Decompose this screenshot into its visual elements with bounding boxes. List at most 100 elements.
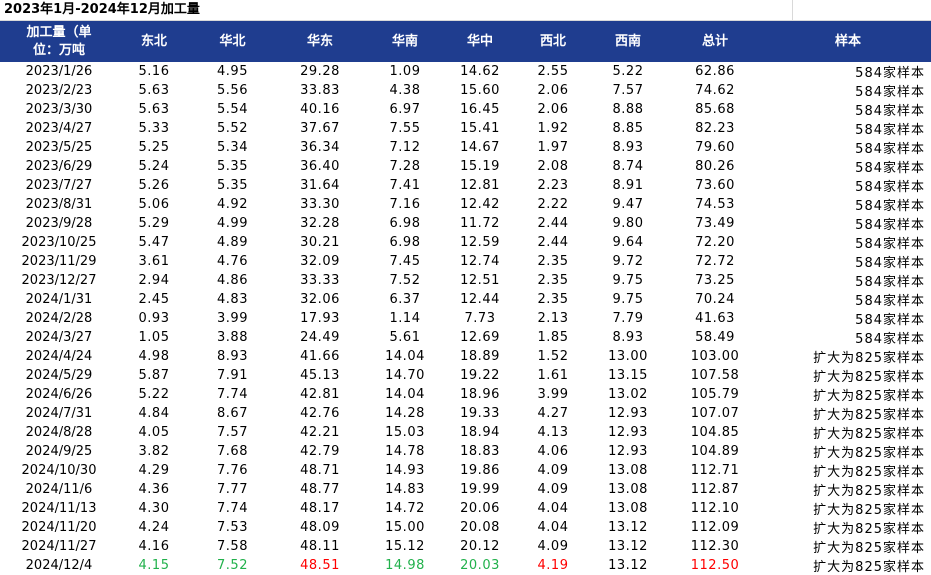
value-cell[interactable]: 4.92 (217, 197, 248, 212)
value-cell[interactable]: 85.68 (695, 102, 735, 117)
value-cell[interactable]: 32.06 (300, 292, 340, 307)
value-cell[interactable]: 14.28 (385, 406, 425, 421)
date-cell[interactable]: 2024/9/25 (25, 444, 93, 459)
value-cell[interactable]: 20.08 (460, 520, 500, 535)
value-cell[interactable]: 4.84 (138, 406, 170, 421)
value-cell[interactable]: 2.44 (537, 235, 569, 250)
value-cell[interactable]: 5.16 (138, 64, 170, 79)
value-cell[interactable]: 4.29 (138, 463, 170, 478)
value-cell[interactable]: 0.93 (138, 311, 170, 326)
value-cell[interactable]: 2.55 (537, 64, 569, 79)
value-cell[interactable]: 7.28 (389, 159, 421, 174)
value-cell[interactable]: 4.36 (138, 482, 170, 497)
date-cell[interactable]: 2024/11/20 (21, 520, 97, 535)
value-cell[interactable]: 5.63 (138, 102, 170, 117)
header-north[interactable]: 华北 (190, 21, 275, 62)
value-cell[interactable]: 5.33 (138, 121, 170, 136)
value-cell[interactable]: 6.98 (389, 235, 421, 250)
value-cell[interactable]: 2.22 (537, 197, 569, 212)
value-cell[interactable]: 112.10 (690, 501, 740, 516)
sample-cell[interactable]: 584家样本 (855, 180, 925, 195)
value-cell[interactable]: 2.06 (537, 102, 569, 117)
sample-cell[interactable]: 584家样本 (855, 161, 925, 176)
value-cell[interactable]: 8.91 (612, 178, 644, 193)
sample-cell[interactable]: 扩大为825家样本 (813, 465, 925, 480)
value-cell[interactable]: 31.64 (300, 178, 340, 193)
value-cell[interactable]: 5.06 (138, 197, 170, 212)
value-cell[interactable]: 9.47 (612, 197, 644, 212)
value-cell[interactable]: 13.00 (608, 349, 648, 364)
value-cell[interactable]: 4.05 (138, 425, 170, 440)
value-cell[interactable]: 48.51 (300, 558, 340, 573)
value-cell[interactable]: 7.12 (389, 140, 421, 155)
value-cell[interactable]: 4.13 (537, 425, 569, 440)
value-cell[interactable]: 2.06 (537, 83, 569, 98)
date-cell[interactable]: 2024/2/28 (25, 311, 93, 326)
date-cell[interactable]: 2024/6/26 (25, 387, 93, 402)
value-cell[interactable]: 15.60 (460, 83, 500, 98)
date-cell[interactable]: 2023/2/23 (25, 83, 93, 98)
value-cell[interactable]: 8.74 (612, 159, 644, 174)
sample-cell[interactable]: 584家样本 (855, 218, 925, 233)
value-cell[interactable]: 33.83 (300, 83, 340, 98)
date-cell[interactable]: 2024/8/28 (25, 425, 93, 440)
value-cell[interactable]: 5.87 (138, 368, 170, 383)
value-cell[interactable]: 13.08 (608, 501, 648, 516)
header-south[interactable]: 华南 (365, 21, 445, 62)
value-cell[interactable]: 30.21 (300, 235, 340, 250)
value-cell[interactable]: 48.77 (300, 482, 340, 497)
sample-cell[interactable]: 584家样本 (855, 142, 925, 157)
value-cell[interactable]: 5.47 (138, 235, 170, 250)
date-cell[interactable]: 2023/10/25 (21, 235, 97, 250)
value-cell[interactable]: 8.93 (217, 349, 248, 364)
value-cell[interactable]: 9.64 (612, 235, 644, 250)
value-cell[interactable]: 13.08 (608, 463, 648, 478)
sample-cell[interactable]: 扩大为825家样本 (813, 503, 925, 518)
value-cell[interactable]: 3.88 (217, 330, 248, 345)
sample-cell[interactable]: 扩大为825家样本 (813, 408, 925, 423)
value-cell[interactable]: 3.82 (138, 444, 170, 459)
value-cell[interactable]: 4.19 (537, 558, 569, 573)
sample-cell[interactable]: 584家样本 (855, 332, 925, 347)
value-cell[interactable]: 112.71 (690, 463, 740, 478)
value-cell[interactable]: 3.99 (537, 387, 569, 402)
value-cell[interactable]: 7.77 (217, 482, 248, 497)
value-cell[interactable]: 11.72 (460, 216, 500, 231)
value-cell[interactable]: 18.96 (460, 387, 500, 402)
value-cell[interactable]: 14.72 (385, 501, 425, 516)
value-cell[interactable]: 8.85 (612, 121, 644, 136)
value-cell[interactable]: 5.61 (389, 330, 421, 345)
value-cell[interactable]: 5.25 (138, 140, 170, 155)
value-cell[interactable]: 2.35 (537, 254, 569, 269)
value-cell[interactable]: 112.87 (690, 482, 740, 497)
value-cell[interactable]: 5.24 (138, 159, 170, 174)
value-cell[interactable]: 37.67 (300, 121, 340, 136)
value-cell[interactable]: 1.92 (537, 121, 569, 136)
value-cell[interactable]: 107.58 (690, 368, 740, 383)
value-cell[interactable]: 12.74 (460, 254, 500, 269)
sample-cell[interactable]: 584家样本 (855, 237, 925, 252)
value-cell[interactable]: 32.09 (300, 254, 340, 269)
value-cell[interactable]: 7.91 (217, 368, 248, 383)
value-cell[interactable]: 5.22 (612, 64, 644, 79)
value-cell[interactable]: 5.35 (217, 178, 248, 193)
value-cell[interactable]: 2.45 (138, 292, 170, 307)
date-cell[interactable]: 2023/7/27 (25, 178, 93, 193)
value-cell[interactable]: 16.45 (460, 102, 500, 117)
value-cell[interactable]: 14.04 (385, 387, 425, 402)
header-northeast[interactable]: 东北 (118, 21, 190, 62)
value-cell[interactable]: 7.76 (217, 463, 248, 478)
value-cell[interactable]: 7.53 (217, 520, 248, 535)
value-cell[interactable]: 48.11 (300, 539, 340, 554)
value-cell[interactable]: 80.26 (695, 159, 735, 174)
value-cell[interactable]: 2.44 (537, 216, 569, 231)
value-cell[interactable]: 7.45 (389, 254, 421, 269)
sample-cell[interactable]: 584家样本 (855, 199, 925, 214)
sample-cell[interactable]: 584家样本 (855, 256, 925, 271)
sample-cell[interactable]: 584家样本 (855, 275, 925, 290)
value-cell[interactable]: 1.52 (537, 349, 569, 364)
value-cell[interactable]: 4.38 (389, 83, 421, 98)
value-cell[interactable]: 13.02 (608, 387, 648, 402)
value-cell[interactable]: 74.53 (695, 197, 735, 212)
value-cell[interactable]: 7.52 (217, 558, 248, 573)
